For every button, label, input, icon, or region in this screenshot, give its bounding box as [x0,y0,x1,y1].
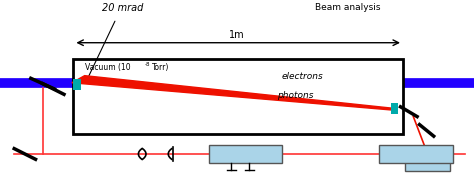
Text: 20 mrad: 20 mrad [102,3,143,13]
Bar [379,145,453,163]
Text: electrons: electrons [282,72,324,81]
Text: Laser NdYag: Laser NdYag [392,150,439,158]
Bar [73,79,81,90]
Text: photons: photons [277,91,314,100]
Polygon shape [72,76,397,110]
Bar [209,145,282,163]
Text: Torr): Torr) [152,63,169,72]
Text: Vacuum (10: Vacuum (10 [85,63,131,72]
Text: 1m: 1m [229,30,245,40]
Bar [391,103,398,114]
Text: Beam analysis: Beam analysis [315,2,381,12]
Text: -8: -8 [145,62,150,67]
Text: Pockels Cell: Pockels Cell [223,150,268,158]
Bar [73,59,403,134]
Bar [405,146,450,171]
